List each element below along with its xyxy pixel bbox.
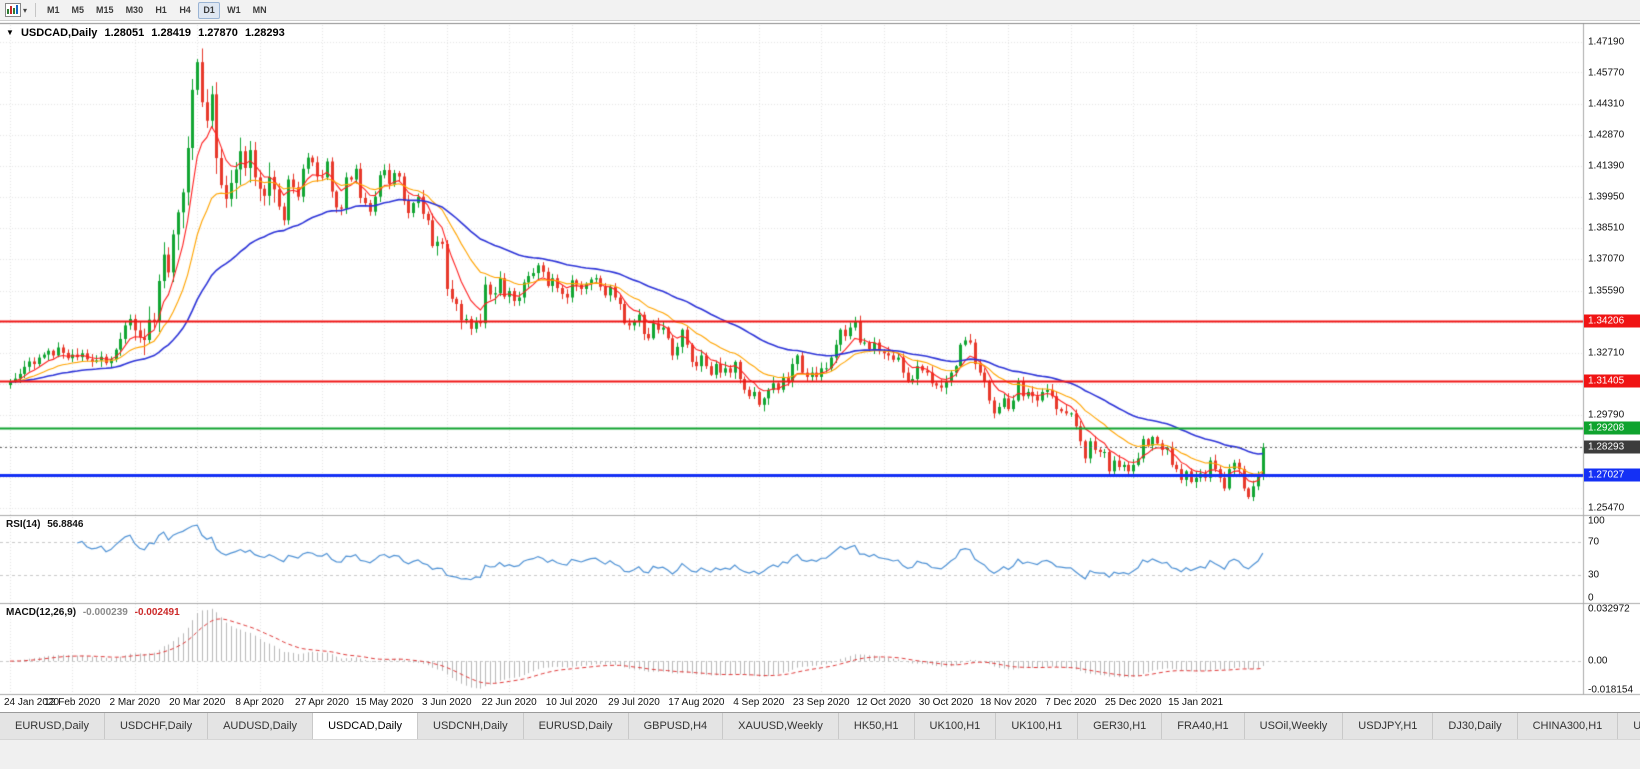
price-axis-label: 1.41390: [1588, 160, 1625, 172]
rsi-value-label: 56.8846: [47, 519, 84, 530]
ohlc-close-value: 1.28293: [244, 27, 285, 39]
ohlc-low-value: 1.27870: [198, 27, 238, 39]
rsi-indicator-header: RSI(14) 56.8846: [6, 519, 87, 530]
date-axis-label: 15 May 2020: [355, 697, 414, 708]
date-axis-label: 7 Dec 2020: [1045, 697, 1097, 708]
date-axis-label: 4 Sep 2020: [733, 697, 785, 708]
bottom-strip: [0, 739, 1640, 769]
price-axis-label: 1.44310: [1588, 98, 1625, 110]
date-axis-label: 30 Oct 2020: [918, 697, 974, 708]
chart-dropdown-icon[interactable]: ▾: [23, 5, 28, 15]
price-axis-label: 1.42870: [1588, 129, 1625, 141]
toolbar-separator: [35, 3, 37, 17]
date-axis-label: 24 Jan 2020: [4, 697, 60, 708]
chart-tab-usoil-weekly[interactable]: USOil,Weekly: [1244, 713, 1344, 739]
date-axis-label: 18 Nov 2020: [980, 697, 1037, 708]
chart-tab-uk100-h1[interactable]: UK100,H1: [914, 713, 997, 739]
timeframe-button-w1[interactable]: W1: [227, 5, 241, 15]
timeframe-button-h4[interactable]: H4: [179, 5, 191, 15]
chart-window-icon[interactable]: [4, 3, 22, 18]
macd-axis-label: -0.018154: [1588, 684, 1634, 696]
chart-tab-usdcnh-daily[interactable]: USDCNH,Daily: [418, 713, 524, 739]
timeframe-button-d1[interactable]: D1: [198, 1, 221, 19]
date-axis-label: 12 Feb 2020: [44, 697, 101, 708]
chart-tab-us[interactable]: US: [1618, 713, 1640, 739]
chart-tab-ger30-h1[interactable]: GER30,H1: [1078, 713, 1163, 739]
price-badge-level-129208: 1.29208: [1584, 421, 1640, 435]
time-axis[interactable]: 24 Jan 2020 12 Feb 2020 2 Mar 2020 20 Mar 2…: [0, 695, 1583, 711]
chart-tab-china300-h1[interactable]: CHINA300,H1: [1517, 713, 1619, 739]
chart-tab-usdjpy-h1[interactable]: USDJPY,H1: [1343, 713, 1434, 739]
chart-tab-eurusd-daily[interactable]: EURUSD,Daily: [0, 713, 105, 739]
timeframe-toolbar: ▾ M1 M5 M15 M30 H1 H4 D1 W1 MN: [0, 0, 1640, 21]
chart-symbol-label: USDCAD,Daily: [20, 27, 98, 39]
macd-axis-label: 0.032972: [1588, 603, 1630, 615]
date-axis-label: 10 Jul 2020: [545, 697, 598, 708]
date-axis-label: 29 Jul 2020: [608, 697, 660, 708]
ohlc-high-value: 1.28419: [151, 27, 192, 39]
date-axis-label: 12 Oct 2020: [856, 697, 911, 708]
price-axis-label: 1.32710: [1588, 347, 1625, 359]
price-badge-current-price: 1.28293: [1584, 440, 1640, 454]
date-axis-label: 22 Jun 2020: [481, 697, 537, 708]
date-axis-label: 23 Sep 2020: [792, 697, 850, 708]
price-axis-label: 1.25470: [1588, 502, 1625, 514]
date-axis-label: 2 Mar 2020: [109, 697, 161, 708]
timeframe-button-m30[interactable]: M30: [125, 5, 144, 15]
rsi-axis-label: 0: [1588, 592, 1594, 604]
date-axis-label: 20 Mar 2020: [169, 697, 226, 708]
price-badge-resistance-134206: 1.34206: [1584, 314, 1640, 328]
timeframe-button-m5[interactable]: M5: [71, 5, 85, 15]
date-axis-label: 8 Apr 2020: [235, 697, 284, 708]
macd-indicator-header: MACD(12,26,9) -0.000239 -0.002491: [6, 607, 184, 618]
macd-signal-value: -0.002491: [134, 607, 180, 618]
date-axis-label: 27 Apr 2020: [295, 697, 349, 708]
timeframe-button-mn[interactable]: MN: [252, 5, 267, 15]
chart-tab-eurusd-daily[interactable]: EURUSD,Daily: [523, 713, 629, 739]
chart-tab-audusd-daily[interactable]: AUDUSD,Daily: [208, 713, 314, 739]
rsi-axis-label: 100: [1588, 515, 1605, 527]
macd-name-label: MACD(12,26,9): [6, 607, 77, 618]
expand-arrow-icon[interactable]: ▼: [6, 28, 14, 37]
macd-main-value: -0.000239: [82, 607, 128, 618]
timeframe-button-group: M1 M5 M15 M30 H1 H4 D1 W1 MN: [41, 1, 273, 19]
chart-tab-gbpusd-h4[interactable]: GBPUSD,H4: [628, 713, 724, 739]
date-axis-label: 25 Dec 2020: [1104, 697, 1162, 708]
chart-ohlc-readout: ▼ USDCAD,Daily 1.28051 1.28419 1.27870 1…: [6, 27, 289, 39]
price-badge-resistance-131405: 1.31405: [1584, 374, 1640, 388]
chart-tab-fra40-h1[interactable]: FRA40,H1: [1162, 713, 1245, 739]
chart-tab-bar: EURUSD,Daily USDCHF,Daily AUDUSD,Daily USDC…: [0, 712, 1640, 739]
date-axis-label: 3 Jun 2020: [422, 697, 472, 708]
chart-tab-hk50-h1[interactable]: HK50,H1: [838, 713, 915, 739]
chart-tab-xauusd-weekly[interactable]: XAUUSD,Weekly: [723, 713, 839, 739]
rsi-axis-label: 70: [1588, 536, 1600, 548]
timeframe-button-m15[interactable]: M15: [96, 5, 114, 15]
timeframe-button-m1[interactable]: M1: [47, 5, 60, 15]
rsi-name-label: RSI(14): [6, 519, 41, 530]
price-axis-label: 1.38510: [1588, 222, 1625, 234]
price-axis-label: 1.47190: [1588, 36, 1625, 48]
macd-axis-label: 0.00: [1588, 655, 1608, 667]
chart-tab-usdchf-daily[interactable]: USDCHF,Daily: [104, 713, 209, 739]
price-axis[interactable]: 1.47190 1.45770 1.44310 1.42870 1.41390 1.399…: [1584, 0, 1640, 712]
price-axis-label: 1.37070: [1588, 253, 1625, 265]
ohlc-open-value: 1.28051: [104, 27, 145, 39]
price-badge-support-127027: 1.27027: [1584, 468, 1640, 482]
chart-tab-uk100-h1[interactable]: UK100,H1: [996, 713, 1079, 739]
price-axis-label: 1.39950: [1588, 191, 1625, 203]
price-axis-label: 1.29790: [1588, 409, 1625, 421]
price-axis-label: 1.35590: [1588, 285, 1625, 297]
price-axis-label: 1.45770: [1588, 67, 1625, 78]
date-axis-label: 15 Jan 2021: [1168, 697, 1224, 708]
date-axis-label: 17 Aug 2020: [668, 697, 725, 708]
timeframe-button-h1[interactable]: H1: [155, 5, 167, 15]
rsi-axis-label: 30: [1588, 569, 1600, 581]
chart-tab-dj30-daily[interactable]: DJ30,Daily: [1433, 713, 1518, 739]
chart-tab-usdcad-daily[interactable]: USDCAD,Daily: [313, 713, 419, 739]
